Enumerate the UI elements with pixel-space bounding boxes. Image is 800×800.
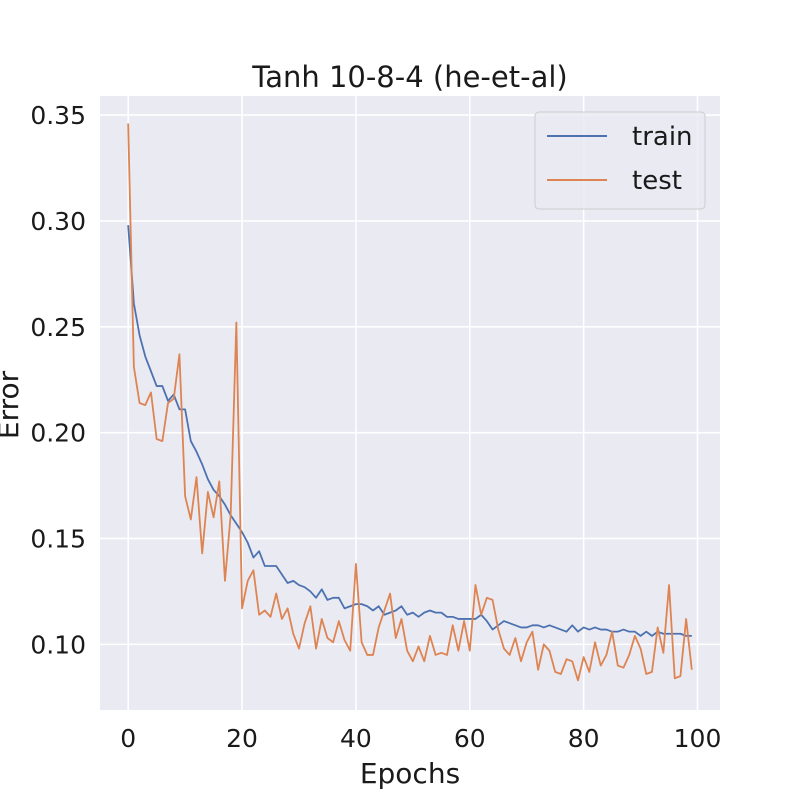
y-tick-label: 0.25	[30, 313, 86, 342]
series-line-train	[127, 225, 692, 637]
x-tick-label: 0	[120, 724, 136, 753]
y-tick-label: 0.30	[30, 207, 86, 236]
x-tick-label: 100	[674, 724, 722, 753]
legend-label-test: test	[632, 166, 682, 196]
x-tick-label: 20	[226, 724, 258, 753]
y-tick-label: 0.10	[30, 630, 86, 659]
y-axis-label: Error	[0, 370, 25, 439]
y-axis: 0.10 0.15 0.20 0.25 0.30 0.35	[30, 101, 86, 659]
series-line-test	[127, 123, 693, 682]
x-tick-label: 80	[568, 724, 600, 753]
y-tick-label: 0.20	[30, 419, 86, 448]
y-tick-label: 0.35	[30, 101, 86, 130]
legend-label-train: train	[632, 122, 693, 152]
y-tick-label: 0.15	[30, 525, 86, 554]
x-tick-label: 60	[454, 724, 486, 753]
legend: train test	[534, 111, 706, 210]
x-axis: 0 20 40 60 80 100	[120, 724, 721, 753]
x-tick-label: 40	[340, 724, 372, 753]
x-axis-label: Epochs	[360, 757, 460, 790]
chart-title: Tanh 10-8-4 (he-et-al)	[251, 60, 567, 94]
series-layer	[127, 123, 693, 682]
